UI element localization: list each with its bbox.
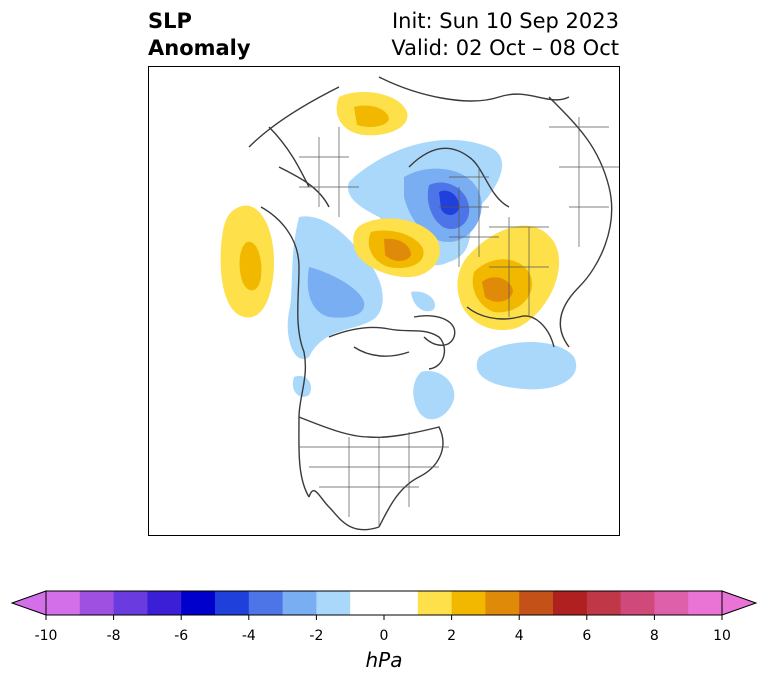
title-variable-line1: SLP: [148, 9, 192, 33]
colorbar-swatch: [350, 591, 385, 615]
colorbar-swatch: [147, 591, 182, 615]
colorbar-tick-label: 0: [379, 628, 389, 644]
negative-anomaly-hudson-bay: [292, 291, 455, 420]
colorbar-swatch: [451, 591, 486, 615]
colorbar-swatch: [282, 591, 317, 615]
colorbar-swatch: [316, 591, 351, 615]
anomaly-map: [148, 66, 620, 536]
colorbar-gradient: [10, 590, 758, 620]
colorbar-swatch: [248, 591, 284, 615]
title-variable-line2: Anomaly: [148, 36, 251, 60]
colorbar-tick-label: -2: [309, 628, 324, 644]
valid-range: Valid: 02 Oct – 08 Oct: [391, 36, 619, 60]
colorbar-swatch: [215, 591, 250, 615]
colorbar-tick-label: 10: [713, 628, 731, 644]
colorbar-swatch: [654, 591, 689, 615]
colorbar-swatch: [586, 591, 622, 615]
positive-anomaly-east-siberia: [353, 218, 440, 278]
colorbar-unit: hPa: [365, 648, 403, 672]
chart-title: SLP Anomaly: [148, 8, 251, 62]
positive-anomaly-east-asia: [457, 225, 560, 331]
colorbar-tick-label: 8: [649, 628, 659, 644]
colorbar-swatch: [417, 591, 453, 615]
colorbar-over-arrow: [721, 590, 758, 616]
colorbar-tick-label: -8: [106, 628, 121, 644]
colorbar-swatch: [384, 591, 419, 615]
colorbar-tick-label: -6: [174, 628, 189, 644]
colorbar: -10 -8 -6 -4 -2 0 2 4 6 8 10 hPa: [0, 588, 768, 684]
colorbar-swatch: [620, 591, 655, 615]
colorbar-swatch: [688, 591, 723, 615]
map-canvas: [220, 76, 619, 531]
colorbar-swatch: [79, 591, 115, 615]
colorbar-swatch: [485, 591, 520, 615]
forecast-dates: Init: Sun 10 Sep 2023 Valid: 02 Oct – 08…: [391, 8, 619, 62]
positive-anomaly-europe: [336, 92, 408, 136]
colorbar-swatch: [519, 591, 554, 615]
colorbar-swatch: [113, 591, 148, 615]
colorbar-swatch: [46, 591, 81, 615]
colorbar-swatch: [553, 591, 588, 615]
political-borders: [299, 117, 619, 527]
init-date: Init: Sun 10 Sep 2023: [391, 9, 619, 33]
positive-anomaly-north-pacific: [220, 205, 274, 318]
colorbar-tick-label: -4: [241, 628, 256, 644]
colorbar-tick-label: 4: [514, 628, 524, 644]
coastlines: [248, 76, 613, 531]
colorbar-tick-label: -10: [34, 628, 58, 644]
colorbar-tick-label: 2: [447, 628, 457, 644]
colorbar-under-arrow: [10, 590, 47, 616]
colorbar-tick-label: 6: [582, 628, 592, 644]
colorbar-swatch: [181, 591, 216, 615]
negative-anomaly-north-atlantic: [476, 342, 577, 390]
